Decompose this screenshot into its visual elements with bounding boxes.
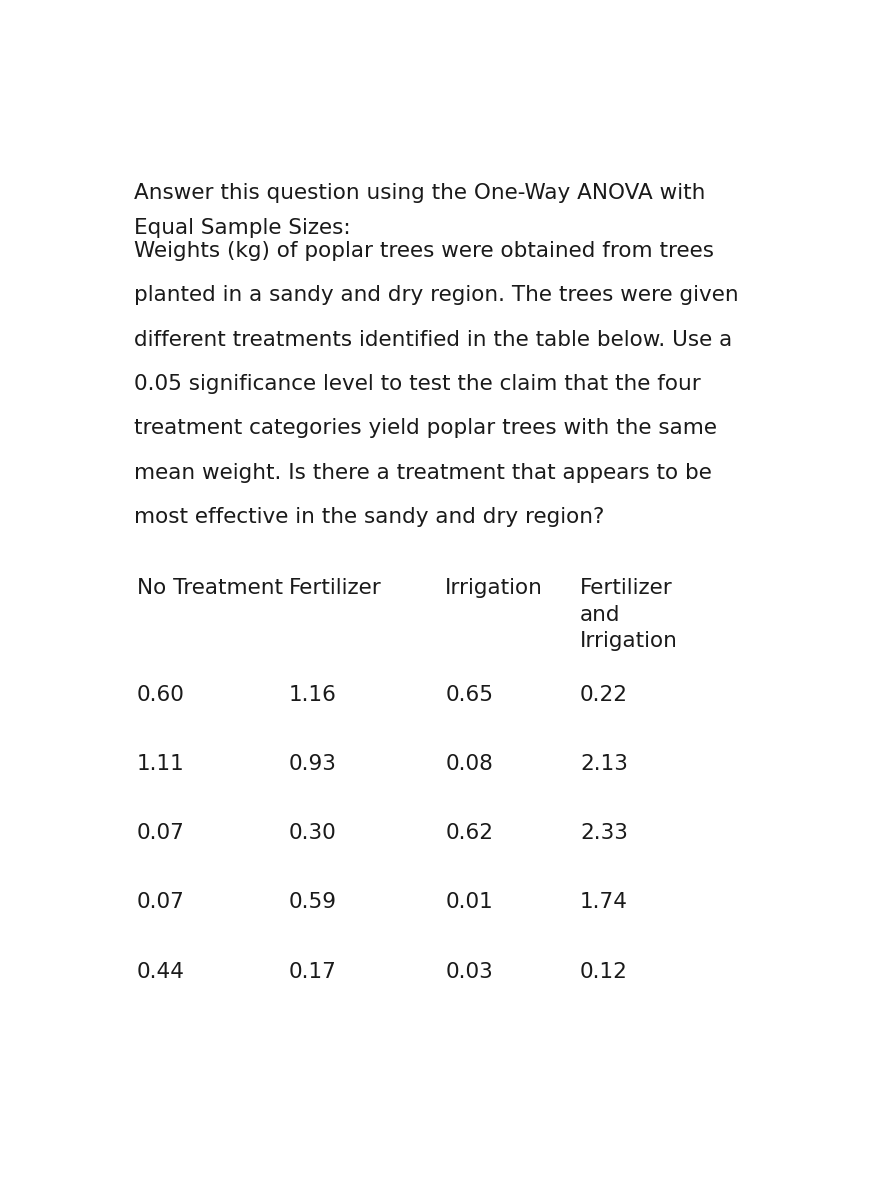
Text: 2.13: 2.13 — [580, 754, 628, 774]
Text: planted in a sandy and dry region. The trees were given: planted in a sandy and dry region. The t… — [134, 286, 739, 305]
Text: 0.22: 0.22 — [580, 684, 628, 704]
Text: Fertilizer: Fertilizer — [289, 578, 381, 599]
Text: 0.62: 0.62 — [446, 823, 494, 844]
Text: most effective in the sandy and dry region?: most effective in the sandy and dry regi… — [134, 508, 605, 527]
Text: 1.16: 1.16 — [289, 684, 337, 704]
Text: 0.17: 0.17 — [289, 961, 337, 982]
Text: 0.08: 0.08 — [446, 754, 494, 774]
Text: 0.60: 0.60 — [137, 684, 185, 704]
Text: 0.65: 0.65 — [446, 684, 494, 704]
Text: treatment categories yield poplar trees with the same: treatment categories yield poplar trees … — [134, 419, 717, 438]
Text: 0.59: 0.59 — [289, 893, 337, 912]
Text: 1.74: 1.74 — [580, 893, 628, 912]
Text: mean weight. Is there a treatment that appears to be: mean weight. Is there a treatment that a… — [134, 463, 712, 482]
Text: different treatments identified in the table below. Use a: different treatments identified in the t… — [134, 330, 733, 349]
Text: 0.01: 0.01 — [446, 893, 493, 912]
Text: 1.11: 1.11 — [137, 754, 184, 774]
Text: 0.03: 0.03 — [446, 961, 493, 982]
Text: 0.07: 0.07 — [137, 823, 185, 844]
Text: Answer this question using the One-Way ANOVA with: Answer this question using the One-Way A… — [134, 182, 706, 203]
Text: 2.33: 2.33 — [580, 823, 628, 844]
Text: No Treatment: No Treatment — [137, 578, 283, 599]
Text: Fertilizer
and
Irrigation: Fertilizer and Irrigation — [580, 578, 678, 652]
Text: Weights (kg) of poplar trees were obtained from trees: Weights (kg) of poplar trees were obtain… — [134, 241, 714, 262]
Text: Equal Sample Sizes:: Equal Sample Sizes: — [134, 218, 351, 238]
Text: 0.44: 0.44 — [137, 961, 185, 982]
Text: 0.93: 0.93 — [289, 754, 337, 774]
Text: Irrigation: Irrigation — [446, 578, 543, 599]
Text: 0.07: 0.07 — [137, 893, 185, 912]
Text: 0.12: 0.12 — [580, 961, 628, 982]
Text: 0.30: 0.30 — [289, 823, 337, 844]
Text: 0.05 significance level to test the claim that the four: 0.05 significance level to test the clai… — [134, 374, 701, 394]
